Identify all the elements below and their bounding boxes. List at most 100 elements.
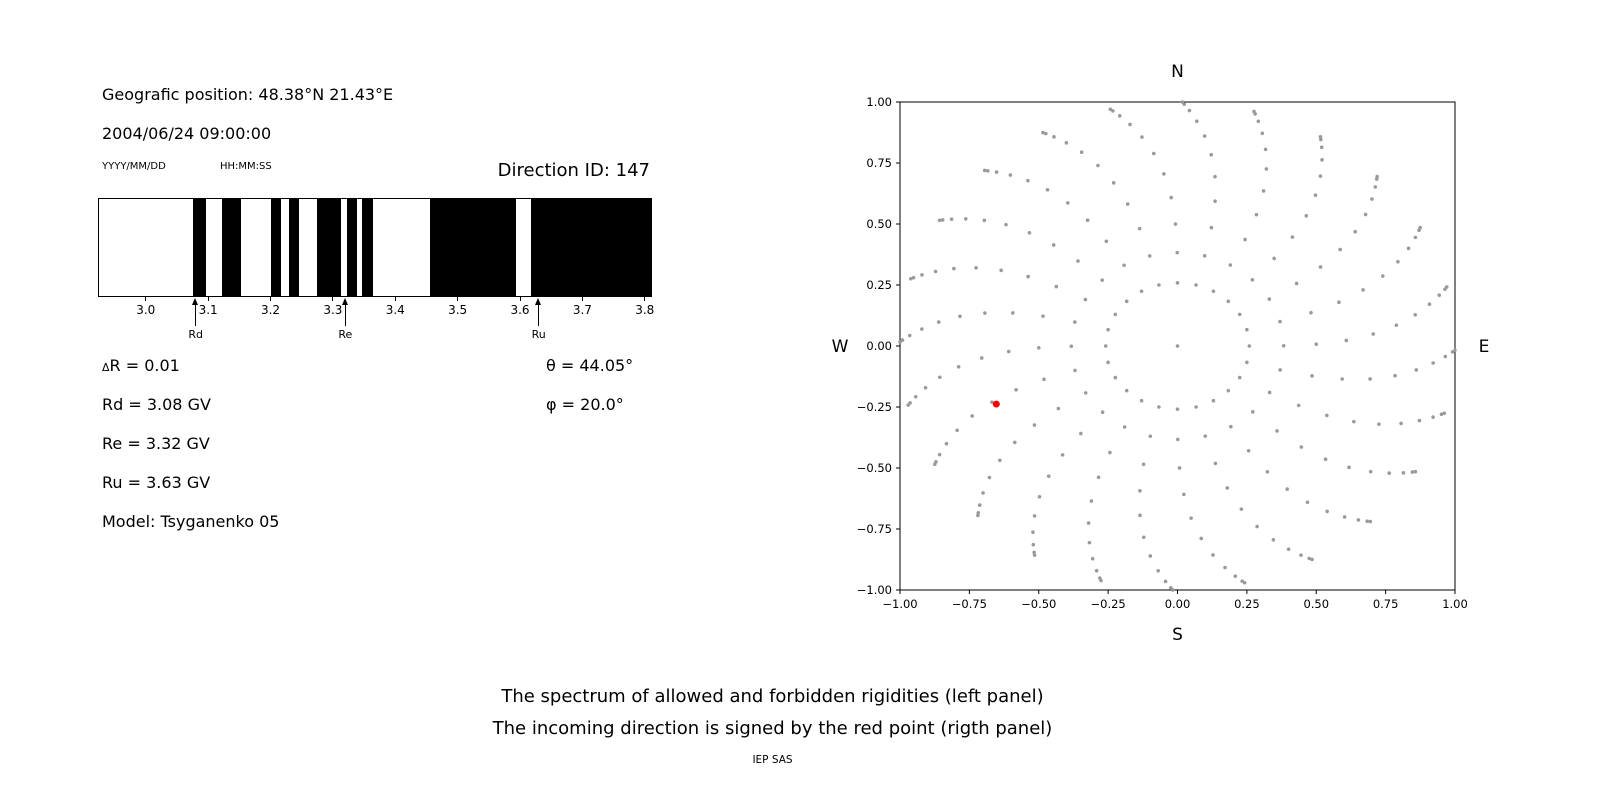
re-label: Re = 3.32 GV	[102, 434, 210, 453]
grid-dot	[1124, 388, 1129, 393]
spectrum-x-tick-label: 3.6	[510, 303, 530, 317]
grid-dot	[937, 452, 942, 457]
grid-dot	[1106, 360, 1110, 365]
spectrum-x-tick	[394, 297, 396, 301]
x-tick-label: −0.75	[952, 597, 987, 611]
grid-dot	[1139, 398, 1144, 403]
grid-dot	[1250, 277, 1255, 282]
grid-dot	[956, 365, 961, 369]
y-tick-label: −1.00	[857, 583, 892, 597]
grid-dot	[1313, 193, 1318, 197]
grid-dot	[1100, 410, 1105, 415]
grid-dot	[1365, 519, 1370, 523]
grid-dot	[1054, 284, 1059, 289]
grid-dot	[1213, 461, 1218, 466]
grid-dot	[1032, 423, 1037, 427]
grid-dot	[1122, 425, 1127, 429]
grid-dot	[1147, 254, 1152, 258]
grid-dot	[1410, 470, 1415, 474]
grid-dot	[1285, 487, 1289, 491]
grid-dot	[933, 269, 938, 274]
grid-dot	[1347, 465, 1351, 470]
grid-dot	[1177, 466, 1182, 470]
grid-dot	[1427, 302, 1432, 307]
theta-label: θ = 44.05°	[546, 356, 634, 375]
grid-dot	[1254, 212, 1259, 217]
y-tick-label: 0.50	[866, 217, 892, 231]
grid-dot	[1173, 222, 1178, 226]
grid-dot	[1042, 377, 1046, 382]
grid-dot	[1211, 553, 1215, 557]
x-tick-label: −0.25	[1091, 597, 1126, 611]
grid-dot	[1202, 253, 1207, 258]
grid-dot	[1245, 327, 1249, 332]
spectrum-x-tick-label: 3.4	[385, 303, 405, 317]
grid-dot	[1148, 554, 1153, 558]
grid-dot	[1045, 187, 1050, 192]
grid-dot	[1076, 259, 1080, 263]
grid-dot	[1175, 344, 1180, 348]
grid-dot	[1096, 475, 1101, 480]
grid-dot	[982, 218, 987, 223]
grid-dot	[1263, 147, 1268, 152]
grid-dot	[1225, 486, 1230, 490]
forbidden-band	[317, 199, 341, 296]
grid-dot	[1299, 445, 1304, 449]
caption-line-2: The incoming direction is signed by the …	[492, 718, 1053, 739]
grid-dot	[1307, 556, 1311, 561]
arrow-stem	[344, 304, 346, 326]
grid-dot	[1396, 259, 1400, 264]
arrow-up-icon	[341, 298, 348, 305]
grid-dot	[1371, 332, 1376, 336]
grid-dot	[1353, 229, 1357, 234]
spectrum-x-tick-label: 3.0	[136, 303, 156, 317]
spectrum-x-tick-label: 3.1	[198, 303, 218, 317]
grid-dot	[1256, 119, 1261, 124]
grid-dot	[1044, 131, 1048, 136]
grid-dot	[944, 441, 949, 446]
cutoff-marker-label: Re	[338, 328, 353, 341]
grid-dot	[1066, 201, 1070, 205]
incoming-direction-point	[992, 400, 1000, 408]
grid-dot	[955, 428, 959, 433]
grid-dot	[1414, 368, 1419, 372]
grid-dot	[1319, 137, 1323, 142]
grid-dot	[1213, 174, 1217, 179]
grid-dot	[1444, 285, 1449, 289]
grid-dot	[932, 462, 937, 467]
spectrum-x-tick-label: 3.2	[260, 303, 281, 317]
grid-dot	[1246, 448, 1251, 453]
grid-dot	[1140, 135, 1144, 139]
grid-dot	[1387, 471, 1392, 475]
grid-dot	[1157, 405, 1161, 409]
grid-dot	[940, 218, 945, 222]
grid-dot	[1314, 342, 1319, 346]
grid-dot	[1342, 515, 1347, 519]
grid-dot	[1252, 109, 1256, 114]
grid-dot	[999, 268, 1003, 273]
compass-north-label: N	[1171, 62, 1184, 82]
x-tick-label: 0.25	[1234, 597, 1260, 611]
grid-dot	[1117, 114, 1122, 118]
grid-dot	[1199, 536, 1204, 541]
grid-dot	[1122, 263, 1126, 268]
grid-dot	[1060, 453, 1065, 457]
grid-dot	[977, 503, 982, 507]
arrow-stem	[538, 304, 540, 326]
x-tick-label: 0.75	[1373, 597, 1399, 611]
grid-dot	[1228, 263, 1233, 267]
grid-dot	[1309, 310, 1313, 315]
grid-dot	[1340, 377, 1344, 381]
grid-dot	[1267, 297, 1272, 301]
grid-dot	[1037, 495, 1042, 499]
grid-dot	[1377, 422, 1381, 426]
rigidity-spectrum-axis: 3.0 3.1 3.2 3.3 3.4 3.5 3.6 3.7 3.8 Rd Re Ru	[99, 297, 654, 359]
grid-dot	[1418, 225, 1423, 230]
grid-dot	[1157, 283, 1161, 287]
grid-dot	[1319, 145, 1324, 150]
grid-dot	[976, 513, 980, 518]
grid-dot	[1320, 158, 1324, 162]
grid-dot	[952, 266, 956, 271]
grid-dot	[1260, 131, 1265, 136]
grid-dot	[1305, 500, 1310, 505]
